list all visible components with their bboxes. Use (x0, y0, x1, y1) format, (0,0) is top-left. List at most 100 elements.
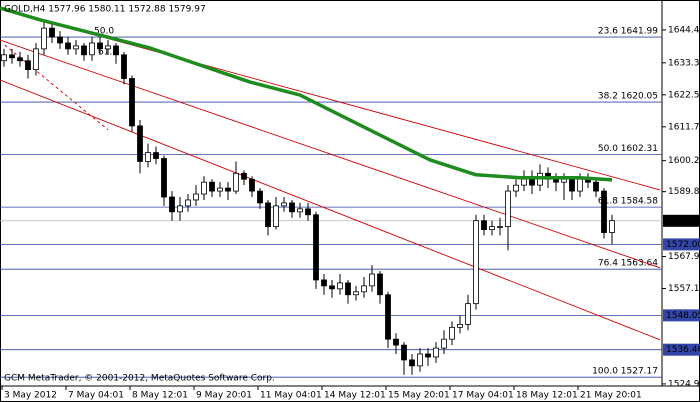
candle-body (17, 57, 23, 62)
candle-body (313, 214, 319, 281)
candle-body (145, 152, 151, 162)
candle-body (121, 54, 127, 79)
candle-body (369, 273, 375, 287)
candle-body (449, 326, 455, 340)
current-price-label: 1579.97 (666, 216, 700, 226)
candle-body (401, 344, 407, 361)
trendline (39, 19, 661, 191)
candle-body (49, 27, 55, 38)
credit: GCM MetaTrader, © 2001-2012, MetaQuotes … (4, 374, 275, 384)
fib-label: 50.0 1602.31 (598, 144, 658, 154)
candle-body (521, 178, 527, 186)
x-tick-label: 21 May 20:01 (580, 391, 642, 401)
x-tick-label: 18 May 12:01 (516, 391, 578, 401)
candle-body (81, 45, 87, 56)
candle-body (321, 279, 327, 287)
candle-body (529, 178, 535, 186)
price-box (663, 309, 700, 322)
candle-body (457, 323, 463, 328)
candle-body (273, 205, 279, 228)
y-tick-label: 1611.70 (668, 122, 700, 132)
plot: 23.6 1641.99 38.2 1620.05 50.0 1602.31 61.8… (0, 6, 662, 378)
candle-body (201, 181, 207, 195)
x-tick-label: 17 May 04:01 (452, 391, 514, 401)
candle-body (41, 27, 47, 50)
candle-body (481, 220, 487, 230)
price-box-label: 1548.05 (666, 311, 700, 321)
fib-label: 76.4 1563.64 (598, 259, 658, 269)
fib-left-label: 50.0 (94, 27, 114, 37)
candle-body (89, 42, 95, 56)
y-tick-label: 1644.40 (668, 25, 700, 35)
candle-body (289, 202, 295, 213)
y-tick-label: 1557.10 (668, 284, 700, 294)
candle-body (65, 42, 71, 50)
candle-body (569, 178, 575, 192)
candle-body (169, 196, 175, 213)
candle-body (105, 45, 111, 50)
x-tick-label: 7 May 04:01 (68, 391, 124, 401)
candle-body (25, 60, 31, 71)
candle-body (73, 45, 79, 50)
candle-body (257, 190, 263, 204)
x-tick-label: 15 May 20:01 (388, 391, 450, 401)
candle-body (361, 285, 367, 293)
candle-body (193, 193, 199, 201)
candle-body (241, 172, 247, 180)
candle-body (489, 226, 495, 230)
y-tick-label: 1524.90 (668, 379, 700, 389)
candle-body (513, 184, 519, 192)
chart-title: GOLD,H4 1577.96 1580.11 1572.88 1579.97 (4, 5, 206, 15)
moving-average (0, 6, 613, 182)
candle-body (297, 208, 303, 213)
candle-body (153, 152, 159, 159)
candle-body (209, 181, 215, 192)
candle-body (505, 190, 511, 228)
candle-body (409, 359, 415, 367)
candle-body (385, 294, 391, 340)
candle-body (217, 187, 223, 192)
candle-body (233, 172, 239, 192)
fib-label: 100.0 1527.17 (592, 367, 658, 377)
candle-body (161, 158, 167, 198)
y-tick-label: 1589.80 (668, 187, 700, 197)
candle-body (185, 199, 191, 207)
candle-body (113, 45, 119, 56)
y-tick-label: 1600.25 (668, 156, 700, 166)
candle-body (601, 190, 607, 233)
trendline (4, 44, 109, 131)
candle-body (9, 54, 15, 59)
candle-body (1, 54, 7, 62)
fib-label: 23.6 1641.99 (598, 27, 658, 37)
candle-body (561, 178, 567, 183)
y-tick-label: 1622.50 (668, 90, 700, 100)
price-box (663, 238, 700, 251)
candle-body (97, 42, 103, 50)
candle-body (553, 178, 559, 183)
candle-body (417, 353, 423, 367)
price-box (663, 343, 700, 356)
x-tick-label: 9 May 20:01 (196, 391, 252, 401)
candle-body (593, 181, 599, 192)
candle-body (497, 226, 503, 229)
candle-body (473, 220, 479, 305)
candle-body (377, 273, 383, 296)
candle-body (33, 48, 39, 71)
fib-label: 38.2 1620.05 (598, 92, 658, 102)
trendline (0, 39, 661, 269)
candle-body (433, 347, 439, 358)
candle-body (281, 202, 287, 207)
candle-body (345, 282, 351, 296)
candle-body (137, 125, 143, 162)
x-tick-label: 8 May 12:01 (132, 391, 188, 401)
price-box-label: 1536.46 (666, 345, 700, 355)
candle-body (609, 220, 615, 233)
price-box-label: 1572.00 (666, 240, 700, 250)
current-price-box (663, 214, 700, 227)
candle-body (425, 353, 431, 358)
x-tick-label: 11 May 04:01 (260, 391, 322, 401)
y-tick-label: 1633.30 (668, 58, 700, 68)
candle-body (353, 291, 359, 296)
